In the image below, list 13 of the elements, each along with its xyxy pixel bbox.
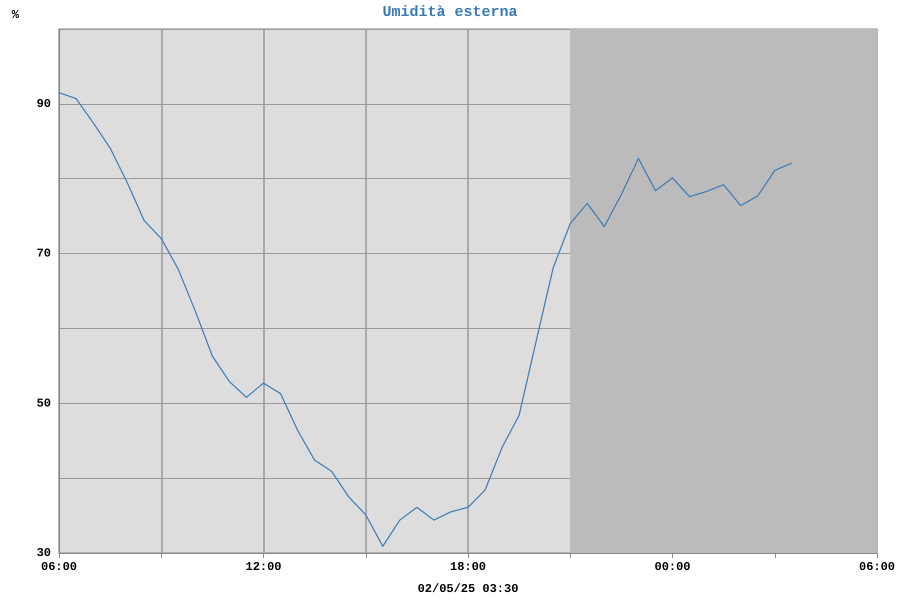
x-tick-label: 06:00 xyxy=(858,560,896,574)
y-tick-label: 50 xyxy=(36,396,51,410)
line-series xyxy=(58,92,792,547)
y-axis-title: % xyxy=(12,8,20,22)
y-tick-label: 30 xyxy=(36,546,51,560)
x-axis-title: 02/05/25 03:30 xyxy=(418,582,518,596)
y-tick-label: 70 xyxy=(36,246,51,261)
x-tick-label: 00:00 xyxy=(654,560,691,574)
x-tick-label: 18:00 xyxy=(450,560,486,574)
chart-title: Umidità esterna xyxy=(382,4,518,21)
x-tick-label: 12:00 xyxy=(245,560,282,574)
y-tick-label: 90 xyxy=(36,96,51,111)
x-tick-label: 06:00 xyxy=(40,560,78,574)
